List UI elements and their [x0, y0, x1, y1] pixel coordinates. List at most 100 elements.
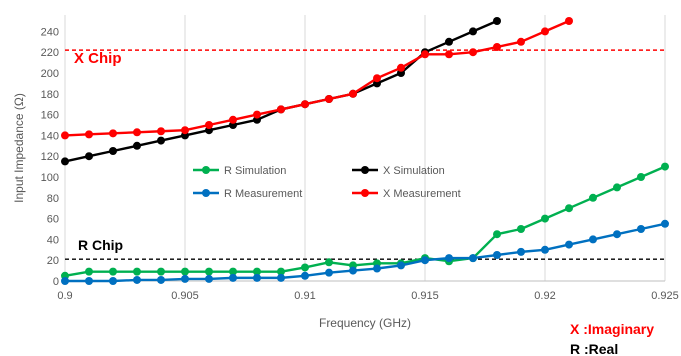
data-point — [325, 258, 333, 267]
series-r-simulation — [61, 162, 669, 280]
data-point — [157, 267, 165, 276]
data-point — [85, 277, 93, 285]
data-point — [181, 267, 189, 276]
data-point — [517, 37, 525, 46]
data-point — [541, 27, 549, 36]
data-point — [157, 275, 165, 284]
data-point — [85, 267, 93, 276]
legend: R Simulation X Simulation R Measurement X M… — [193, 165, 461, 200]
y-tick-label: 20 — [47, 255, 59, 267]
data-point — [517, 225, 525, 233]
data-point — [565, 204, 573, 213]
data-point — [493, 230, 501, 239]
data-point — [181, 126, 189, 135]
data-point — [397, 261, 405, 270]
data-point — [517, 247, 525, 256]
data-point — [229, 273, 237, 282]
data-point — [133, 128, 141, 137]
data-point — [541, 245, 549, 254]
data-point — [229, 115, 237, 124]
data-point — [469, 27, 477, 36]
series-r-measurement — [61, 219, 669, 285]
legend-label: X Measurement — [383, 188, 461, 200]
y-tick-label: 180 — [41, 89, 59, 101]
data-point — [469, 48, 477, 57]
data-point — [85, 130, 93, 139]
reference-label-r-chip: R Chip — [78, 237, 123, 253]
x-tick-label: 0.92 — [534, 290, 555, 302]
data-point — [109, 129, 117, 138]
y-tick-label: 40 — [47, 234, 59, 246]
data-point — [493, 17, 501, 25]
y-tick-label: 60 — [47, 214, 59, 226]
x-tick-label: 0.905 — [171, 290, 199, 302]
legend-label: R Simulation — [224, 165, 286, 177]
x-tick-label: 0.91 — [294, 290, 315, 302]
legend-item: R Measurement — [193, 188, 302, 200]
data-point — [325, 268, 333, 277]
data-point — [133, 267, 141, 276]
y-tick-label: 120 — [41, 151, 59, 163]
series-line — [65, 222, 666, 283]
data-point — [109, 267, 117, 276]
data-point — [277, 273, 285, 282]
y-tick-label: 200 — [41, 68, 59, 80]
data-point — [301, 100, 309, 109]
data-point — [565, 17, 573, 25]
y-tick-label: 0 — [53, 276, 59, 288]
data-point — [253, 273, 261, 282]
data-point — [301, 263, 309, 272]
data-point — [589, 235, 597, 244]
legend-marker — [202, 189, 210, 197]
data-point — [253, 267, 261, 276]
data-point — [421, 256, 429, 265]
data-point — [253, 110, 261, 119]
data-point — [109, 277, 117, 285]
data-point — [133, 275, 141, 284]
legend-item: R Simulation — [193, 165, 286, 177]
legend-item: X Measurement — [352, 188, 461, 200]
data-point — [205, 121, 213, 129]
data-point — [445, 50, 453, 59]
x-tick-label: 0.9 — [57, 290, 72, 302]
data-point — [445, 254, 453, 263]
data-point — [229, 267, 237, 276]
legend-label: R Measurement — [224, 188, 302, 200]
x-axis-title: Frequency (GHz) — [319, 316, 411, 330]
data-point — [277, 105, 285, 114]
series-x-measurement — [61, 17, 573, 140]
y-tick-label: 100 — [41, 172, 59, 184]
data-point — [541, 214, 549, 223]
data-point — [661, 162, 669, 171]
data-point — [301, 271, 309, 280]
y-tick-label: 140 — [41, 130, 59, 142]
data-point — [61, 157, 69, 166]
data-point — [349, 266, 357, 275]
reference-lines: X Chip R Chip — [65, 49, 665, 260]
data-point — [445, 37, 453, 46]
x-tick-label: 0.925 — [651, 290, 679, 302]
data-point — [181, 274, 189, 283]
data-point — [661, 219, 669, 228]
legend-marker — [361, 189, 369, 197]
y-tick-label: 220 — [41, 47, 59, 59]
x-tick-label: 0.915 — [411, 290, 439, 302]
series-line — [64, 19, 498, 163]
grid — [64, 15, 666, 281]
data-point — [397, 63, 405, 72]
data-point — [613, 230, 621, 239]
series — [61, 17, 669, 285]
y-tick-label: 80 — [47, 193, 59, 205]
data-point — [637, 173, 645, 181]
data-point — [133, 141, 141, 150]
y-tick-label: 240 — [41, 26, 59, 38]
series-x-simulation — [61, 17, 501, 166]
data-point — [637, 225, 645, 233]
data-point — [157, 127, 165, 136]
series-line — [64, 165, 666, 277]
data-point — [613, 183, 621, 192]
data-point — [277, 267, 285, 276]
legend-marker — [202, 166, 210, 174]
data-point — [325, 95, 333, 103]
